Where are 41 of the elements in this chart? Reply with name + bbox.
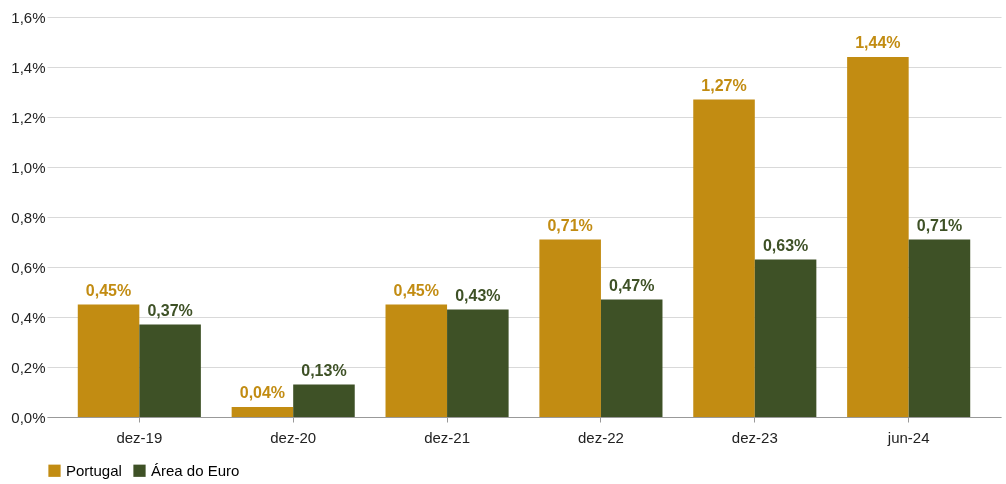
y-tick-label: 0,8% — [11, 208, 46, 226]
y-tick-label: 1,4% — [11, 58, 46, 76]
bar — [447, 309, 509, 417]
data-label: 0,13% — [301, 361, 347, 379]
y-tick-label: 1,0% — [11, 158, 46, 176]
data-label: 0,04% — [239, 384, 286, 401]
data-label: 0,71% — [547, 216, 593, 234]
y-tick-label: 0,4% — [11, 308, 46, 326]
bar — [847, 57, 909, 417]
bar — [539, 239, 601, 417]
y-tick-label: 1,2% — [11, 108, 46, 126]
bar — [754, 259, 817, 417]
data-label: 0,45% — [393, 281, 439, 299]
data-label: 0,63% — [762, 236, 809, 254]
legend-label: Portugal — [66, 461, 122, 479]
data-label: 0,45% — [85, 281, 132, 299]
data-label: 0,43% — [455, 286, 501, 304]
y-tick-label: 1,6% — [11, 8, 46, 26]
bar — [293, 384, 355, 417]
x-tick-label: dez-20 — [270, 428, 317, 446]
bar — [908, 239, 971, 417]
bar — [385, 304, 448, 417]
x-tick-label: dez-21 — [424, 428, 470, 446]
data-label: 1,27% — [701, 76, 747, 94]
x-tick-label: dez-22 — [578, 428, 624, 446]
bar — [139, 324, 201, 417]
x-tick-label: dez-23 — [731, 428, 778, 446]
y-tick-label: 0,6% — [11, 258, 46, 276]
bar — [600, 299, 663, 417]
x-tick-label: dez-19 — [116, 428, 163, 446]
y-tick-label: 0,2% — [11, 358, 46, 376]
bar — [231, 407, 294, 417]
data-label: 0,47% — [609, 276, 655, 294]
y-tick-label: 0,0% — [11, 408, 46, 426]
bar — [77, 304, 140, 417]
data-label: 1,44% — [855, 34, 901, 51]
x-tick-label: jun-24 — [886, 428, 930, 446]
data-label: 0,71% — [916, 216, 963, 234]
data-label: 0,37% — [147, 301, 193, 319]
bar — [693, 99, 755, 417]
legend-label: Área do Euro — [151, 461, 240, 479]
